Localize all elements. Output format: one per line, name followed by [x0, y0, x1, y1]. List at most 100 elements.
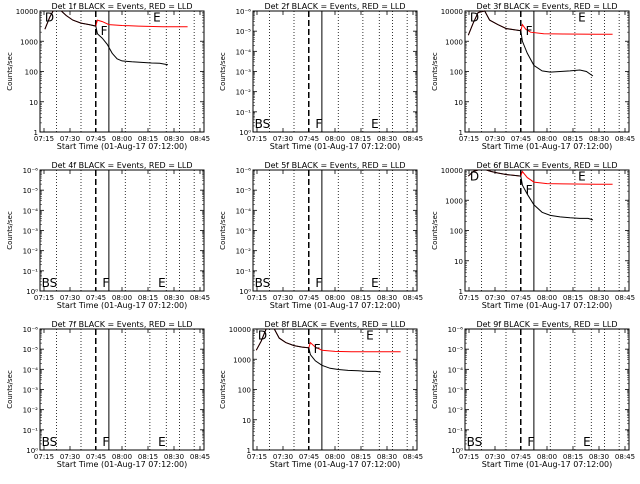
y-tick-label: 10⁻⁵ — [23, 346, 39, 354]
chart-title: Det 3f BLACK = Events, RED = LLD — [476, 2, 617, 11]
x-tick-label: 08:30 — [377, 453, 397, 461]
x-tick-label: 08:00 — [112, 453, 132, 461]
y-tick-label: 10⁻³ — [236, 69, 252, 77]
marker-letter-f: F — [526, 24, 533, 38]
y-tick-label: 1000 — [20, 38, 38, 46]
panel-det-8: Det 8f BLACK = Events, RED = LLD 1 10 100 10… — [219, 320, 423, 469]
y-tick-label: 10⁻⁶ — [448, 326, 464, 334]
x-tick-label: 08:45 — [615, 453, 635, 461]
y-tick-label: 10⁻⁶ — [23, 326, 39, 334]
x-tick-label: 07:45 — [299, 294, 319, 302]
x-axis-label: Start Time (01-Aug-17 07:12:00) — [482, 460, 613, 469]
y-tick-label: 10000 — [441, 167, 463, 175]
y-tick-label: 10⁻⁴ — [236, 48, 252, 56]
marker-letter-f: F — [314, 342, 321, 356]
x-tick-label: 08:00 — [325, 294, 345, 302]
x-tick-label: 08:45 — [615, 135, 635, 143]
y-tick-label: 10⁻² — [448, 407, 464, 415]
y-tick-label: 1000 — [233, 356, 251, 364]
x-axis-label: Start Time (01-Aug-17 07:12:00) — [57, 460, 188, 469]
panel-det-3: Det 3f BLACK = Events, RED = LLD 1 10 100 10… — [431, 2, 635, 151]
x-tick-label: 07:30 — [60, 453, 80, 461]
events-rate-line — [255, 328, 381, 373]
y-tick-label: 10000 — [229, 326, 251, 334]
y-tick-label: 10⁻³ — [23, 387, 39, 395]
y-axis-label: Counts/sec — [6, 370, 14, 409]
y-axis-label: Counts/sec — [219, 52, 227, 91]
x-tick-label: 08:00 — [112, 294, 132, 302]
x-tick-label: 07:30 — [485, 294, 505, 302]
chart-title: Det 6f BLACK = Events, RED = LLD — [476, 161, 617, 170]
x-tick-label: 08:30 — [589, 135, 609, 143]
x-tick-label: 07:15 — [247, 294, 267, 302]
y-tick-label: 10⁻¹ — [448, 427, 464, 435]
x-axis-label: Start Time (01-Aug-17 07:12:00) — [57, 301, 188, 310]
x-tick-label: 07:45 — [511, 294, 531, 302]
x-tick-label: 07:30 — [60, 294, 80, 302]
panel-det-6: Det 6f BLACK = Events, RED = LLD 1 10 100 10… — [431, 161, 635, 310]
x-tick-label: 07:45 — [511, 453, 531, 461]
marker-letter-bs: BS — [255, 117, 271, 131]
x-tick-label: 08:15 — [351, 135, 371, 143]
y-axis-label: Counts/sec — [431, 211, 439, 250]
y-tick-label: 10⁻⁵ — [236, 187, 252, 195]
x-tick-label: 08:30 — [164, 453, 184, 461]
x-tick-label: 08:45 — [403, 135, 423, 143]
events-rate-line — [467, 10, 594, 77]
x-tick-label: 07:15 — [34, 135, 54, 143]
y-tick-label: 10⁻¹ — [23, 268, 39, 276]
y-tick-label: 10⁻⁵ — [448, 346, 464, 354]
y-tick-label: 10⁰ — [451, 447, 463, 455]
x-tick-label: 07:45 — [86, 294, 106, 302]
x-tick-label: 08:30 — [164, 135, 184, 143]
x-tick-label: 07:15 — [459, 135, 479, 143]
x-tick-label: 08:45 — [615, 294, 635, 302]
y-tick-label: 1000 — [445, 197, 463, 205]
y-tick-label: 10⁻² — [236, 248, 252, 256]
y-tick-label: 10⁻³ — [448, 387, 464, 395]
y-tick-label: 100 — [450, 69, 463, 77]
x-tick-label: 08:15 — [138, 135, 158, 143]
chart-title: Det 2f BLACK = Events, RED = LLD — [264, 2, 405, 11]
y-tick-label: 10⁻⁴ — [23, 366, 39, 374]
x-tick-label: 08:00 — [112, 135, 132, 143]
y-tick-label: 10000 — [16, 8, 38, 16]
x-tick-label: 08:45 — [403, 294, 423, 302]
x-tick-label: 07:15 — [34, 294, 54, 302]
marker-letter-f: F — [102, 435, 109, 449]
x-tick-label: 08:15 — [138, 294, 158, 302]
x-tick-label: 08:30 — [589, 294, 609, 302]
x-tick-label: 08:15 — [563, 294, 583, 302]
y-tick-label: 10⁻⁴ — [236, 207, 252, 215]
x-tick-label: 07:30 — [60, 135, 80, 143]
x-tick-label: 08:15 — [138, 453, 158, 461]
x-tick-label: 08:15 — [351, 294, 371, 302]
y-axis-label: Counts/sec — [219, 370, 227, 409]
marker-letter-e: E — [583, 435, 591, 449]
y-tick-label: 10⁻¹ — [236, 109, 252, 117]
marker-letter-f: F — [315, 117, 322, 131]
x-tick-label: 07:45 — [86, 453, 106, 461]
marker-letter-d: D — [470, 11, 479, 25]
y-tick-label: 1000 — [445, 38, 463, 46]
marker-letter-e: E — [578, 170, 586, 184]
x-tick-label: 08:30 — [589, 453, 609, 461]
y-tick-label: 10⁻³ — [236, 228, 252, 236]
x-tick-label: 07:15 — [247, 135, 267, 143]
marker-letter-d: D — [258, 329, 267, 343]
y-tick-label: 1 — [459, 129, 463, 137]
x-tick-label: 07:45 — [299, 135, 319, 143]
x-tick-label: 07:15 — [459, 294, 479, 302]
x-axis-label: Start Time (01-Aug-17 07:12:00) — [270, 301, 401, 310]
x-axis-label: Start Time (01-Aug-17 07:12:00) — [57, 142, 188, 151]
y-tick-label: 1 — [459, 288, 463, 296]
y-axis-label: Counts/sec — [431, 370, 439, 409]
panel-det-5: Det 5f BLACK = Events, RED = LLD 10⁰ 10⁻¹ 1… — [219, 161, 423, 310]
y-tick-label: 100 — [450, 228, 463, 236]
y-tick-label: 10⁻⁶ — [236, 167, 252, 175]
y-tick-label: 1 — [34, 129, 38, 137]
x-tick-label: 08:45 — [190, 453, 210, 461]
marker-letter-f: F — [527, 435, 534, 449]
chart-title: Det 4f BLACK = Events, RED = LLD — [51, 161, 192, 170]
